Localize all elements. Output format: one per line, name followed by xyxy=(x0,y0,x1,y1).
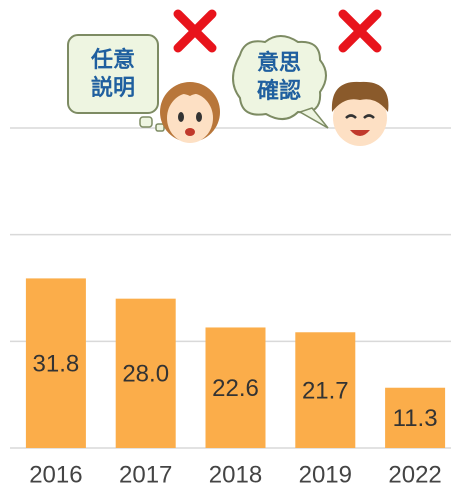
cross xyxy=(173,9,217,53)
x-tick-label: 2018 xyxy=(209,461,262,488)
x-tick-label: 2019 xyxy=(299,461,352,488)
face xyxy=(333,90,387,146)
face xyxy=(167,93,213,143)
fringe xyxy=(166,89,214,100)
annotation-line: 意思 xyxy=(257,50,301,75)
cross xyxy=(338,9,382,53)
bar xyxy=(385,387,446,448)
hair xyxy=(331,81,389,112)
data-label: 28.0 xyxy=(122,361,169,388)
data-label: 22.6 xyxy=(212,375,259,402)
annotation-line: 説明 xyxy=(91,75,135,100)
bar xyxy=(295,332,356,448)
data-label: 11.3 xyxy=(393,405,438,432)
data-label: 21.7 xyxy=(302,377,349,404)
speech-bubble xyxy=(232,35,327,120)
eye xyxy=(178,112,184,122)
illustration: 任意 説明 意思 確認 xyxy=(67,9,389,146)
bar xyxy=(115,298,176,448)
bar xyxy=(25,278,86,448)
bubble-dot xyxy=(155,123,165,132)
data-label: 31.8 xyxy=(33,351,80,378)
bubble-dot xyxy=(139,116,153,128)
mouth xyxy=(350,130,370,136)
speech-bubble xyxy=(67,34,159,114)
annotation-line: 任意 xyxy=(90,47,135,72)
x-tick-label: 2022 xyxy=(388,461,441,488)
x-tick-label: 2017 xyxy=(119,461,172,488)
eye xyxy=(196,112,202,122)
mouth xyxy=(185,128,195,136)
annotation-line: 確認 xyxy=(257,78,301,103)
eyes xyxy=(345,114,375,119)
bubble-tail xyxy=(298,107,329,129)
x-tick-label: 2016 xyxy=(29,461,82,488)
bars: 2016 31.8 2017 28.0 2018 22.6 2019 21.7 2022 11.3 xyxy=(25,278,446,488)
bar xyxy=(205,327,266,448)
